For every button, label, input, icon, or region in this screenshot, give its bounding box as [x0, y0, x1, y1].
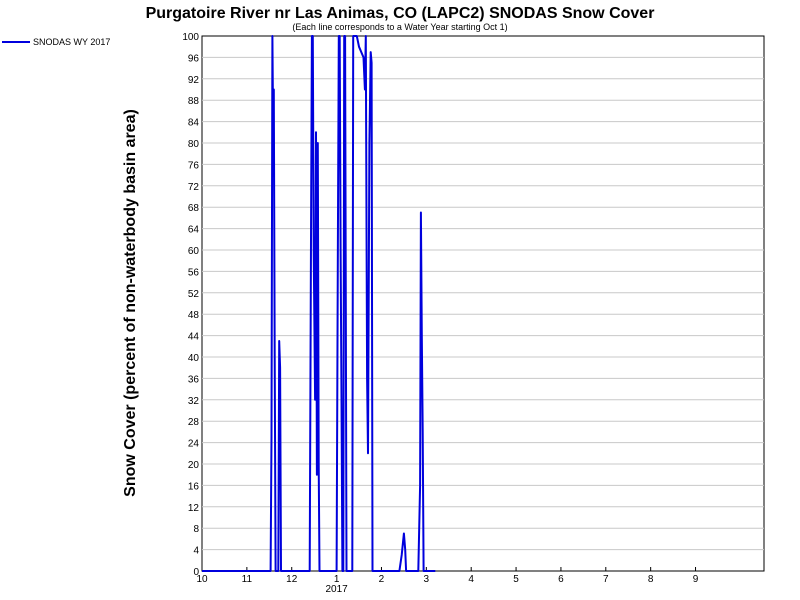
y-tick-label: 32 — [188, 396, 200, 407]
x-tick-label: 11 — [242, 574, 253, 585]
y-tick-label: 52 — [188, 289, 200, 300]
y-tick-label: 12 — [188, 503, 200, 514]
series-lines — [202, 35, 436, 572]
y-tick-labels: 0481216202428323640444852566064687276808… — [182, 32, 199, 578]
y-tick-label: 76 — [188, 160, 200, 171]
x-tick-label: 2 — [379, 574, 385, 585]
x-tick-label: 4 — [468, 574, 474, 585]
x-tick-label: 1 — [334, 574, 340, 585]
x-tick-label: 9 — [693, 574, 699, 585]
y-tick-label: 68 — [188, 203, 200, 214]
y-tick-label: 28 — [188, 417, 200, 428]
chart-subtitle: (Each line corresponds to a Water Year s… — [292, 22, 507, 32]
y-tick-label: 36 — [188, 374, 200, 385]
y-tick-label: 88 — [188, 96, 200, 107]
x-tick-label: 3 — [424, 574, 430, 585]
x-tick-label: 12 — [286, 574, 298, 585]
y-tick-label: 20 — [188, 460, 200, 471]
y-tick-label: 92 — [188, 75, 200, 86]
y-tick-label: 44 — [188, 332, 200, 343]
series-line-0 — [202, 35, 436, 572]
x-tick-label: 8 — [648, 574, 654, 585]
x-tick-label: 5 — [513, 574, 519, 585]
y-tick-label: 96 — [188, 53, 200, 64]
plot-area — [201, 35, 765, 572]
y-tick-label: 72 — [188, 182, 200, 193]
y-tick-label: 24 — [188, 439, 200, 450]
x-tick-label: 6 — [558, 574, 564, 585]
y-tick-label: 16 — [188, 481, 200, 492]
y-tick-label: 0 — [193, 567, 199, 578]
y-tick-label: 8 — [193, 524, 199, 535]
y-tick-label: 56 — [188, 267, 200, 278]
y-tick-label: 100 — [182, 32, 199, 43]
legend: SNODAS WY 2017 — [2, 37, 110, 47]
x-tick-label: 10 — [196, 574, 208, 585]
chart-title: Purgatoire River nr Las Animas, CO (LAPC… — [146, 5, 655, 22]
y-axis-label: Snow Cover (percent of non-waterbody bas… — [122, 109, 139, 497]
y-gridlines — [202, 56, 764, 551]
y-tick-label: 80 — [188, 139, 200, 150]
y-tick-label: 84 — [188, 118, 200, 129]
y-tick-label: 60 — [188, 246, 200, 257]
y-tick-label: 4 — [193, 546, 199, 557]
y-tick-label: 48 — [188, 310, 200, 321]
x-year-label: 2017 — [325, 584, 348, 595]
y-tick-label: 40 — [188, 353, 200, 364]
y-tick-label: 64 — [188, 225, 200, 236]
x-tick-label: 7 — [603, 574, 609, 585]
legend-label: SNODAS WY 2017 — [33, 37, 110, 47]
